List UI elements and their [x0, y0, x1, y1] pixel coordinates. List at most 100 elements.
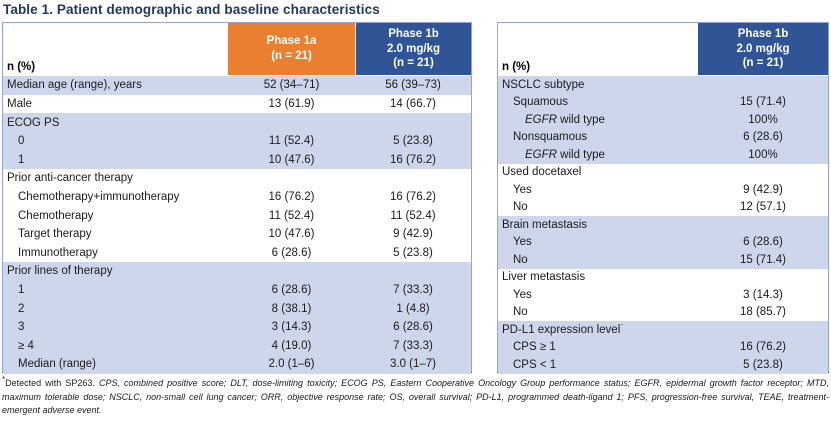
right-table-body: NSCLC subtype Squamous 15 (71.4) EGFR wild … — [498, 76, 828, 374]
row-label: Male — [7, 97, 32, 110]
row-label: NSCLC subtype — [502, 78, 585, 91]
table-row: Chemotherapy 11 (52.4) 11 (52.4) — [3, 206, 471, 225]
row-value-phase1b: 15 (71.4) — [739, 253, 787, 266]
row-value-phase1b: 100% — [748, 113, 778, 126]
row-value-phase1a: 52 (34–71) — [263, 79, 320, 92]
header-phase1a-line1: Phase 1a — [266, 35, 317, 48]
header-phase1b-line1: Phase 1b — [388, 27, 439, 40]
table-row: Liver metastasis — [498, 268, 828, 287]
row-label: PD-L1 expression level* — [502, 323, 624, 336]
right-table: n (%) Phase 1b 2.0 mg/kg (n = 21) NSCLC … — [497, 22, 829, 374]
row-value-phase1a: 16 (76.2) — [268, 190, 315, 203]
row-label: ≥ 4 — [18, 339, 34, 352]
table-row: Male 13 (61.9) 14 (66.7) — [3, 94, 471, 114]
row-value-phase1b: 5 (23.8) — [743, 359, 783, 371]
row-label: 0 — [18, 135, 25, 148]
table-row: CPS < 1 5 (23.8) — [498, 356, 828, 374]
header-phase1b: Phase 1b 2.0 mg/kg (n = 21) — [698, 23, 828, 75]
table-row: CPS ≥ 1 16 (76.2) — [498, 338, 828, 357]
row-value-phase1b: 11 (52.4) — [390, 209, 436, 222]
table-row: Target therapy 10 (47.6) 9 (42.9) — [3, 224, 471, 244]
row-value-phase1b: 5 (23.8) — [393, 246, 433, 259]
table-row: Brain metastasis — [498, 216, 828, 234]
table-row: Median age (range), years 52 (34–71) 56 (3… — [3, 76, 471, 95]
row-label: Yes — [513, 236, 532, 249]
footnote-asterisk: * — [2, 375, 6, 384]
row-value-phase1b: 12 (57.1) — [739, 201, 787, 214]
row-value-phase1b: 6 (28.6) — [743, 236, 783, 249]
table-row: Yes 3 (14.3) — [498, 286, 828, 304]
table-row: Nonsquamous 6 (28.6) — [498, 128, 828, 147]
table-row: Prior anti-cancer therapy — [3, 169, 471, 188]
row-label: No — [513, 253, 528, 266]
row-value-phase1a: 4 (19.0) — [271, 339, 312, 352]
row-label: 2 — [18, 302, 25, 315]
row-label: Squamous — [513, 96, 568, 109]
table-row: EGFR wild type 100% — [498, 146, 828, 164]
table-row: Immunotherapy 6 (28.6) 5 (23.8) — [3, 243, 471, 263]
row-value-phase1b: 7 (33.3) — [393, 284, 433, 296]
row-label: Target therapy — [18, 228, 92, 241]
header-phase1b-line1: Phase 1b — [737, 27, 789, 40]
row-label: Liver metastasis — [502, 271, 586, 284]
row-label: Prior anti-cancer therapy — [7, 172, 133, 185]
left-table: n (%) Phase 1a (n = 21) Phase 1b 2.0 mg/… — [2, 22, 472, 374]
table-row: PD-L1 expression level* — [498, 321, 828, 339]
left-table-header: n (%) Phase 1a (n = 21) Phase 1b 2.0 mg/… — [3, 23, 471, 76]
row-label: EGFR wild type — [525, 148, 605, 161]
row-label: No — [513, 201, 528, 214]
row-value-phase1b: 9 (42.9) — [393, 228, 433, 241]
row-value-phase1a: 8 (38.1) — [271, 302, 312, 315]
table-row: Yes 6 (28.6) — [498, 233, 828, 252]
row-value-phase1b: 9 (42.9) — [743, 183, 783, 196]
row-label: Chemotherapy — [18, 209, 94, 222]
table-row: No 15 (71.4) — [498, 251, 828, 269]
footnote-abbreviations: CPS, combined positive score; DLT, dose-… — [2, 378, 829, 415]
table-row: 0 11 (52.4) 5 (23.8) — [3, 131, 471, 151]
table-row: Used docetaxel — [498, 163, 828, 182]
row-value-phase1b: 5 (23.8) — [393, 135, 433, 148]
row-value-phase1a: 10 (47.6) — [268, 228, 315, 241]
row-label: No — [513, 306, 528, 319]
row-label: 1 — [18, 284, 25, 296]
table-row: Squamous 15 (71.4) — [498, 93, 828, 112]
row-value-phase1b: 16 (76.2) — [739, 341, 787, 354]
table-row: NSCLC subtype — [498, 76, 828, 94]
row-value-phase1a: 6 (28.6) — [271, 246, 312, 259]
row-value-phase1b: 15 (71.4) — [739, 96, 787, 109]
header-phase1b-line2: 2.0 mg/kg — [736, 42, 790, 55]
table-title: Table 1. Patient demographic and baselin… — [3, 2, 380, 17]
row-value-phase1b: 56 (39–73) — [385, 79, 441, 92]
table-row: ≥ 4 4 (19.0) 7 (33.3) — [3, 336, 471, 356]
row-label: Brain metastasis — [502, 218, 588, 231]
right-table-header: n (%) Phase 1b 2.0 mg/kg (n = 21) — [498, 23, 828, 76]
header-phase1a-line2: (n = 21) — [271, 50, 312, 62]
row-label: ECOG PS — [7, 116, 60, 129]
table-row: Yes 9 (42.9) — [498, 181, 828, 199]
row-label: Immunotherapy — [18, 246, 98, 259]
row-value-phase1b: 3.0 (1–7) — [389, 358, 437, 371]
header-phase1b-line3: (n = 21) — [742, 57, 784, 70]
row-value-phase1b: 14 (66.7) — [389, 97, 437, 110]
row-label: 1 — [18, 153, 25, 166]
table-row: 2 8 (38.1) 1 (4.8) — [3, 299, 471, 318]
row-value-phase1b: 6 (28.6) — [743, 131, 783, 144]
row-label: Median (range) — [18, 358, 96, 371]
row-label: Median age (range), years — [7, 79, 142, 92]
table-row: 1 6 (28.6) 7 (33.3) — [3, 280, 471, 300]
table-row: Prior lines of therapy — [3, 262, 471, 281]
footnote: *Detected with SP263. CPS, combined posi… — [2, 375, 829, 418]
row-label: Yes — [513, 183, 532, 196]
row-value-phase1b: 3 (14.3) — [743, 288, 783, 301]
row-value-phase1b: 100% — [748, 148, 778, 161]
row-label: Chemotherapy+immunotherapy — [18, 190, 180, 203]
row-label: EGFR wild type — [525, 113, 605, 126]
row-value-phase1a: 10 (47.6) — [268, 153, 315, 166]
row-value-phase1b: 18 (85.7) — [739, 306, 787, 319]
table-row: EGFR wild type 100% — [498, 111, 828, 129]
row-value-phase1a: 11 (52.4) — [268, 135, 315, 148]
left-table-body: Median age (range), years 52 (34–71) 56 (3… — [3, 76, 471, 374]
row-label: CPS ≥ 1 — [513, 341, 556, 354]
header-n-percent: n (%) — [498, 23, 698, 75]
header-phase1b: Phase 1b 2.0 mg/kg (n = 21) — [355, 23, 471, 75]
